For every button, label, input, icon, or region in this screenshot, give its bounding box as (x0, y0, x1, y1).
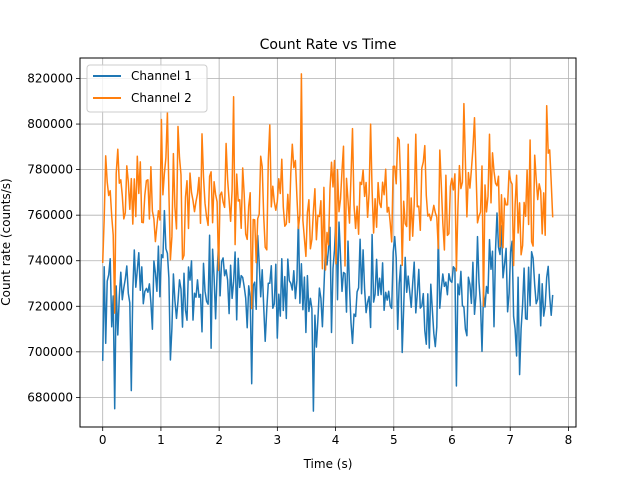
y-tick-label: 740000 (27, 254, 73, 268)
grid (80, 58, 576, 427)
x-tick-label: 2 (215, 433, 223, 447)
chart-title: Count Rate vs Time (260, 37, 397, 53)
x-tick-label: 3 (274, 433, 282, 447)
x-tick-label: 0 (99, 433, 107, 447)
legend-label-channel-2: Channel 2 (131, 91, 192, 105)
y-axis: 680000 700000 720000 740000 760000 780000 8000… (27, 72, 80, 404)
y-tick-label: 820000 (27, 72, 73, 86)
legend-label-channel-1: Channel 1 (131, 69, 192, 83)
x-axis: 0 1 2 3 4 5 6 7 8 (99, 427, 572, 447)
x-axis-label: Time (s) (303, 457, 353, 471)
x-tick-label: 4 (332, 433, 340, 447)
y-tick-label: 780000 (27, 163, 73, 177)
series-line-channel-1 (101, 209, 554, 412)
y-tick-label: 700000 (27, 345, 73, 359)
x-tick-label: 8 (565, 433, 573, 447)
y-tick-label: 760000 (27, 208, 73, 222)
plot-area-frame (79, 57, 577, 428)
x-tick-label: 7 (506, 433, 514, 447)
x-tick-label: 5 (390, 433, 398, 447)
x-tick-label: 1 (157, 433, 165, 447)
y-axis-label: Count rate (counts/s) (0, 178, 13, 305)
y-tick-label: 800000 (27, 117, 73, 131)
y-tick-label: 680000 (27, 390, 73, 404)
y-tick-label: 720000 (27, 299, 73, 313)
legend: Channel 1 Channel 2 (86, 64, 208, 113)
x-tick-label: 6 (448, 433, 456, 447)
series-line-channel-2 (101, 73, 554, 314)
series-layer (101, 73, 554, 412)
